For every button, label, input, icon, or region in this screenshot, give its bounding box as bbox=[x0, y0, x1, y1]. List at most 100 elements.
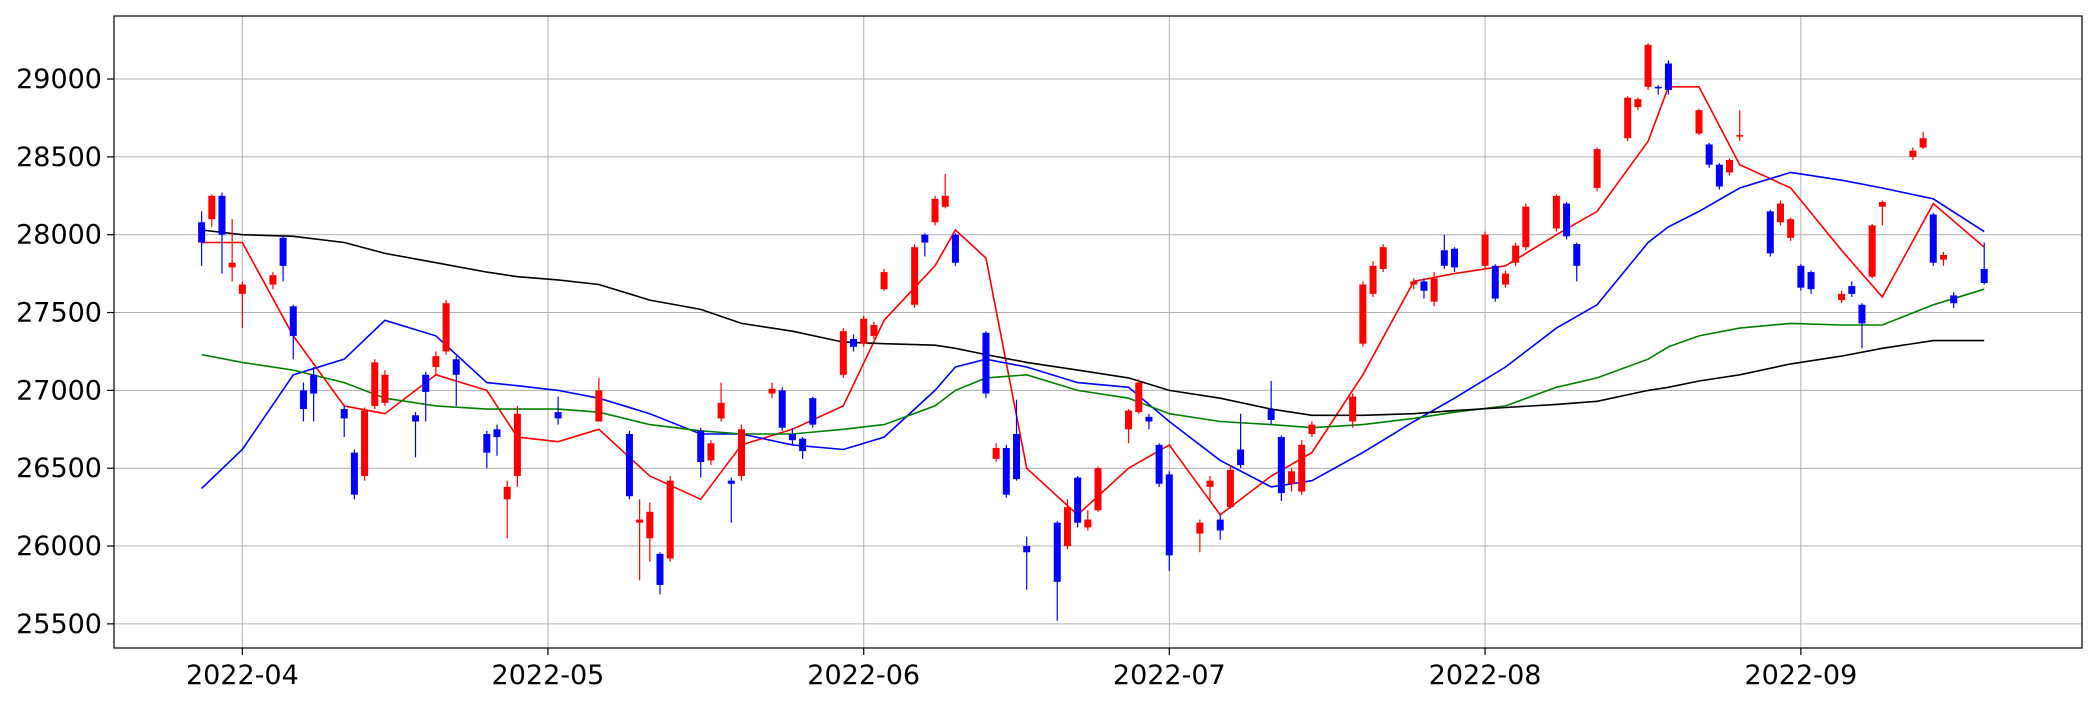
candle-body bbox=[1868, 225, 1876, 277]
y-tick-label: 29000 bbox=[16, 64, 102, 95]
candle-body bbox=[1501, 273, 1509, 285]
candle-body bbox=[1552, 195, 1560, 229]
candle-body bbox=[1440, 250, 1448, 266]
candle-body bbox=[992, 447, 1000, 459]
candle-body bbox=[1664, 63, 1672, 90]
candle-body bbox=[1695, 110, 1703, 134]
candle-body bbox=[1512, 245, 1520, 263]
candle-body bbox=[361, 410, 369, 476]
x-tick-label: 2022-04 bbox=[186, 660, 299, 691]
candle-body bbox=[1196, 522, 1204, 534]
candle-body bbox=[595, 390, 603, 422]
candle-body bbox=[228, 262, 236, 268]
candle-body bbox=[1237, 449, 1245, 466]
candle-body bbox=[1451, 248, 1459, 268]
candle-body bbox=[1135, 382, 1143, 413]
candle-body bbox=[452, 359, 460, 375]
candle-body bbox=[1277, 437, 1285, 494]
candle-body bbox=[1481, 234, 1489, 266]
candle-body bbox=[1288, 471, 1296, 484]
candle-body bbox=[1491, 265, 1499, 299]
candle-body bbox=[1634, 99, 1642, 108]
candle-body bbox=[799, 438, 807, 452]
candle-body bbox=[717, 402, 725, 419]
candle-body bbox=[1858, 304, 1866, 324]
candle-body bbox=[921, 234, 929, 243]
candle-body bbox=[279, 237, 287, 266]
x-tick-label: 2022-05 bbox=[492, 660, 605, 691]
candle-body bbox=[1736, 135, 1744, 137]
candle-body bbox=[218, 195, 226, 235]
candle-body bbox=[1125, 410, 1133, 430]
candle-body bbox=[941, 195, 949, 207]
candle-body bbox=[1654, 86, 1662, 89]
candle-body bbox=[442, 303, 450, 352]
candle-body bbox=[666, 480, 674, 559]
candle-body bbox=[778, 390, 786, 428]
candle-body bbox=[1094, 468, 1102, 511]
candle-body bbox=[1053, 522, 1061, 582]
candle-body bbox=[951, 234, 959, 263]
candle-body bbox=[310, 374, 318, 394]
candle-body bbox=[422, 374, 430, 392]
candle-body bbox=[1563, 203, 1571, 237]
candle-body bbox=[768, 388, 776, 394]
candle-body bbox=[880, 272, 888, 290]
candle-body bbox=[1369, 265, 1377, 294]
candle-body bbox=[1593, 149, 1601, 189]
candle-body bbox=[850, 339, 858, 347]
y-tick-label: 27000 bbox=[16, 375, 102, 406]
candle-body bbox=[809, 398, 817, 425]
candle-body bbox=[636, 519, 644, 523]
candle-body bbox=[1308, 424, 1316, 434]
candle-body bbox=[1359, 284, 1367, 344]
y-tick-label: 26500 bbox=[16, 453, 102, 484]
candle-body bbox=[1797, 265, 1805, 288]
moving-average-line bbox=[201, 229, 1985, 417]
candle-body bbox=[513, 413, 521, 476]
candle-body bbox=[1349, 396, 1357, 422]
candle-body bbox=[493, 429, 501, 438]
candle-body bbox=[870, 324, 878, 336]
candle-body bbox=[198, 222, 206, 243]
grid bbox=[114, 16, 2082, 648]
candle-body bbox=[1420, 281, 1428, 291]
candle-body bbox=[1726, 159, 1734, 173]
x-tick-label: 2022-08 bbox=[1429, 660, 1542, 691]
candle-body bbox=[1624, 97, 1632, 139]
y-tick-label: 27500 bbox=[16, 298, 102, 329]
candle-body bbox=[208, 195, 216, 220]
candle-body bbox=[1145, 416, 1153, 422]
candle-body bbox=[839, 331, 847, 375]
candle-body bbox=[1023, 546, 1031, 553]
candle-body bbox=[1715, 164, 1723, 187]
y-tick-label: 28000 bbox=[16, 220, 102, 251]
candle-body bbox=[1298, 444, 1306, 492]
y-tick-label: 25500 bbox=[16, 609, 102, 640]
moving-average-line bbox=[201, 171, 1985, 489]
candle-body bbox=[1705, 144, 1713, 165]
candle-body bbox=[1522, 206, 1530, 248]
candle-body bbox=[432, 356, 440, 368]
candle-body bbox=[707, 443, 715, 461]
candle-body bbox=[1226, 469, 1234, 508]
candle-body bbox=[1165, 474, 1173, 556]
candle-body bbox=[1787, 219, 1795, 238]
x-tick-label: 2022-06 bbox=[807, 660, 920, 691]
candle-body bbox=[1430, 278, 1438, 302]
x-tick-label: 2022-09 bbox=[1744, 660, 1857, 691]
candle-body bbox=[1002, 447, 1010, 495]
candle-body bbox=[381, 374, 389, 403]
candle-body bbox=[727, 480, 735, 484]
candle-body bbox=[860, 318, 868, 344]
candle-body bbox=[1013, 433, 1021, 480]
candle-body bbox=[1074, 477, 1082, 523]
candle-body bbox=[737, 429, 745, 476]
candle-body bbox=[554, 412, 562, 419]
candle-body bbox=[412, 415, 420, 422]
candle-body bbox=[1206, 480, 1214, 487]
candle-body bbox=[269, 275, 277, 285]
